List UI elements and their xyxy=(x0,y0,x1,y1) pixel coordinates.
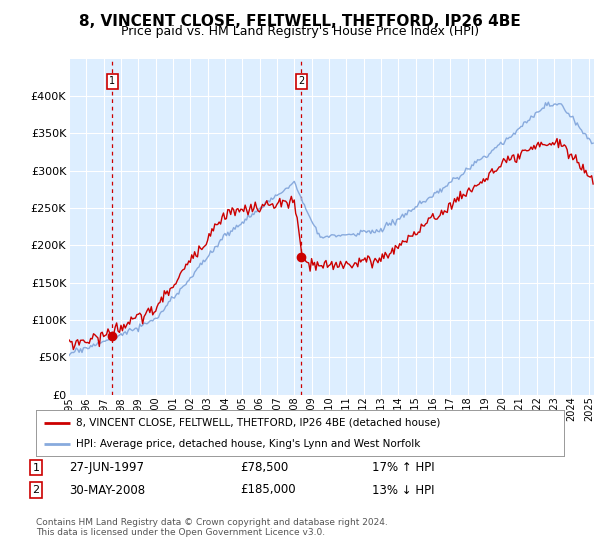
Text: £185,000: £185,000 xyxy=(240,483,296,497)
Text: 2: 2 xyxy=(298,76,304,86)
Text: 1: 1 xyxy=(109,76,115,86)
Text: 8, VINCENT CLOSE, FELTWELL, THETFORD, IP26 4BE: 8, VINCENT CLOSE, FELTWELL, THETFORD, IP… xyxy=(79,14,521,29)
Text: Price paid vs. HM Land Registry's House Price Index (HPI): Price paid vs. HM Land Registry's House … xyxy=(121,25,479,38)
Text: 30-MAY-2008: 30-MAY-2008 xyxy=(69,483,145,497)
Text: 17% ↑ HPI: 17% ↑ HPI xyxy=(372,461,434,474)
Text: 2: 2 xyxy=(32,485,40,495)
Text: 1: 1 xyxy=(32,463,40,473)
Text: HPI: Average price, detached house, King's Lynn and West Norfolk: HPI: Average price, detached house, King… xyxy=(76,439,420,449)
Text: Contains HM Land Registry data © Crown copyright and database right 2024.
This d: Contains HM Land Registry data © Crown c… xyxy=(36,518,388,538)
Text: £78,500: £78,500 xyxy=(240,461,288,474)
Text: 27-JUN-1997: 27-JUN-1997 xyxy=(69,461,144,474)
Text: 8, VINCENT CLOSE, FELTWELL, THETFORD, IP26 4BE (detached house): 8, VINCENT CLOSE, FELTWELL, THETFORD, IP… xyxy=(76,418,440,428)
Text: 13% ↓ HPI: 13% ↓ HPI xyxy=(372,483,434,497)
